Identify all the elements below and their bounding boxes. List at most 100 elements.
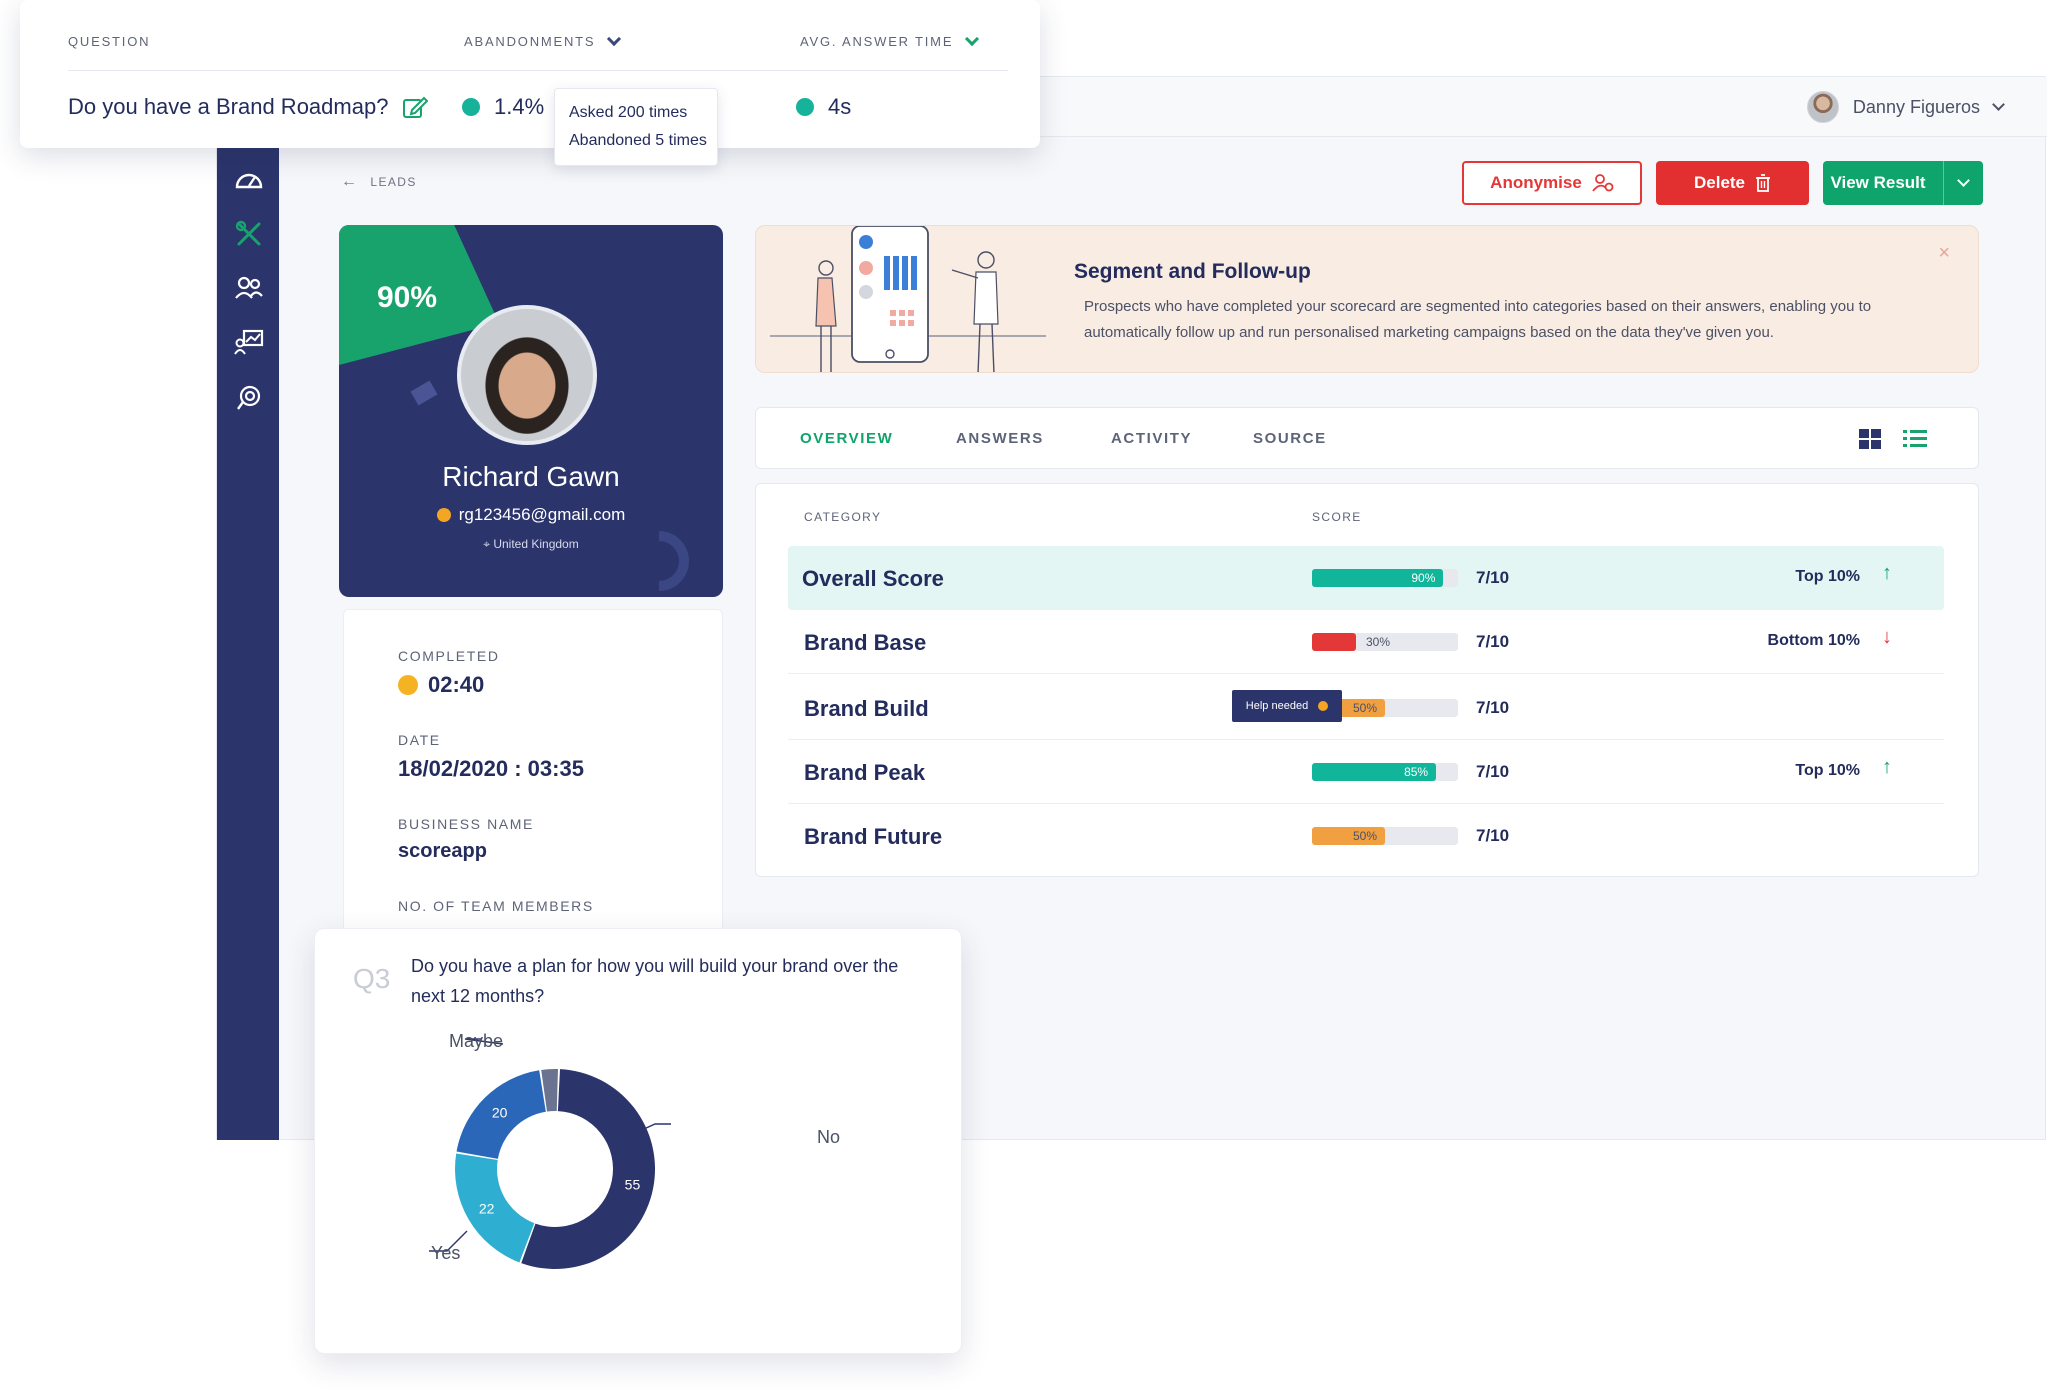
support-icon[interactable] — [233, 382, 265, 414]
delete-button[interactable]: Delete — [1656, 161, 1809, 205]
table-row[interactable]: Overall Score 90% 7/10 Top 10% ↑ — [788, 546, 1944, 610]
tier-label: Top 10% — [1795, 568, 1860, 585]
business-value: scoreapp — [398, 840, 487, 862]
business-label: BUSINESS NAME — [398, 816, 534, 832]
column-header-category: CATEGORY — [804, 510, 882, 524]
table-row[interactable]: Brand Peak 85% 7/10 Top 10% ↑ — [788, 740, 1944, 804]
score-value: 7/10 — [1476, 632, 1510, 651]
tools-icon[interactable] — [233, 218, 265, 250]
chart-question-text: Do you have a plan for how you will buil… — [411, 956, 899, 1006]
list-view-icon[interactable] — [1902, 428, 1928, 450]
profile-card: 90% Richard Gawn rg123456@gmail.com ⌖ Un… — [339, 225, 723, 597]
score-bar-fill: 85% — [1312, 763, 1437, 781]
status-dot — [796, 98, 814, 116]
score-percent: 50% — [1352, 829, 1377, 843]
profile-location-row: ⌖ United Kingdom — [339, 537, 723, 552]
question-chart-card: Q3 Do you have a plan for how you will b… — [314, 928, 962, 1354]
abandonments-header-label: ABANDONMENTS — [464, 34, 596, 49]
tab-source[interactable]: SOURCE — [1253, 430, 1327, 447]
score-percent: 90% — [1411, 571, 1436, 585]
score-value: 7/10 — [1476, 826, 1510, 845]
segment-banner: Segment and Follow-up Prospects who have… — [755, 225, 1979, 373]
chevron-down-icon — [1957, 174, 1970, 187]
avatar — [1806, 91, 1839, 123]
banner-illustration — [770, 226, 1046, 372]
breadcrumb-label: LEADS — [370, 175, 417, 189]
status-dot — [462, 98, 480, 116]
tooltip-asked: Asked 200 times — [569, 104, 688, 121]
tier-label: Bottom 10% — [1767, 632, 1860, 649]
anonymise-button[interactable]: Anonymise — [1462, 161, 1642, 205]
chevron-down-icon — [965, 31, 980, 46]
avg-time-header-label: AVG. ANSWER TIME — [800, 34, 954, 49]
leader-line — [464, 1038, 504, 1045]
view-result-dropdown[interactable] — [1943, 161, 1983, 205]
edit-icon[interactable] — [402, 95, 429, 119]
user-name: Danny Figueros — [1852, 96, 1980, 117]
profile-email-row: rg123456@gmail.com — [339, 505, 723, 525]
donut-chart: 55 22 20 — [429, 1038, 671, 1269]
profile-name: Richard Gawn — [442, 461, 620, 492]
leader-line — [429, 1230, 468, 1252]
tab-activity[interactable]: ACTIVITY — [1111, 430, 1193, 447]
close-icon[interactable]: × — [1938, 242, 1950, 264]
user-menu[interactable]: Danny Figueros — [1806, 91, 2005, 123]
category-name: Brand Base — [804, 630, 927, 655]
table-row[interactable]: Brand Build 50% Help needed 7/10 — [788, 676, 1944, 740]
column-header-abandonments[interactable]: ABANDONMENTS — [464, 31, 622, 49]
data-label: 22 — [479, 1201, 495, 1217]
tab-answers[interactable]: ANSWERS — [956, 430, 1044, 447]
question-header-label: QUESTION — [68, 34, 151, 49]
leader-line — [632, 1123, 671, 1135]
chevron-down-icon — [1992, 98, 2005, 111]
question-number: Q3 — [353, 963, 391, 994]
data-label: 55 — [625, 1176, 641, 1192]
breadcrumb[interactable]: ← LEADS — [341, 173, 417, 191]
arrow-up-icon: ↑ — [1882, 756, 1892, 778]
anonymise-label: Anonymise — [1490, 173, 1582, 192]
dashboard-icon[interactable] — [233, 164, 265, 196]
tab-overview[interactable]: OVERVIEW — [800, 430, 894, 447]
legend-label-maybe: Maybe — [449, 1031, 504, 1051]
table-row[interactable]: Brand Base 30% 7/10 Bottom 10% ↓ — [788, 610, 1944, 674]
completed-value: 02:40 — [428, 672, 485, 697]
status-dot — [436, 508, 451, 522]
date-value: 18/02/2020 : 03:35 — [398, 756, 584, 781]
profile-location: United Kingdom — [493, 537, 579, 551]
users-icon[interactable] — [233, 272, 265, 304]
avg-time-value: 4s — [828, 94, 852, 119]
tier-label: Top 10% — [1795, 762, 1860, 779]
score-value: 7/10 — [1476, 568, 1510, 587]
arrow-up-icon: ↑ — [1882, 562, 1892, 584]
reports-icon[interactable] — [233, 326, 265, 358]
score-percent: 30% — [1366, 635, 1391, 649]
score-bar: 85% — [1312, 763, 1458, 781]
legend-label-no: No — [817, 1127, 841, 1147]
table-row[interactable]: Brand Future 50% 7/10 — [788, 804, 1944, 868]
score-percent: 50% — [1352, 701, 1377, 715]
view-result-button[interactable]: View Result — [1823, 161, 1983, 205]
score-bar: 30% — [1312, 633, 1458, 651]
help-needed-label: Help needed — [1245, 700, 1309, 712]
column-header-avg-time[interactable]: AVG. ANSWER TIME — [800, 31, 980, 49]
banner-title: Segment and Follow-up — [1074, 260, 1311, 283]
tab-bar: OVERVIEW ANSWERS ACTIVITY SOURCE — [755, 407, 1979, 469]
trash-icon — [1756, 174, 1771, 192]
score-bar: 50% — [1312, 827, 1458, 845]
grid-view-icon[interactable] — [1858, 428, 1882, 450]
arrow-left-icon: ← — [341, 173, 359, 190]
date-label: DATE — [398, 732, 441, 748]
category-name: Brand Build — [804, 696, 929, 721]
legend-label-yes: Yes — [431, 1243, 461, 1263]
question-stats-card: QUESTION ABANDONMENTS AVG. ANSWER TIME D… — [20, 0, 1040, 166]
help-needed-tag: Help needed — [1232, 690, 1342, 722]
chevron-down-icon — [607, 31, 622, 46]
arrow-down-icon: ↓ — [1882, 626, 1892, 648]
tooltip-abandoned: Abandoned 5 times — [569, 132, 707, 149]
view-result-label: View Result — [1830, 173, 1926, 192]
delete-label: Delete — [1693, 173, 1746, 192]
banner-text: Prospects who have completed your scorec… — [1084, 298, 1872, 341]
sidebar — [217, 148, 279, 1140]
score-percent: 85% — [1404, 765, 1429, 779]
completed-label: COMPLETED — [398, 648, 500, 664]
